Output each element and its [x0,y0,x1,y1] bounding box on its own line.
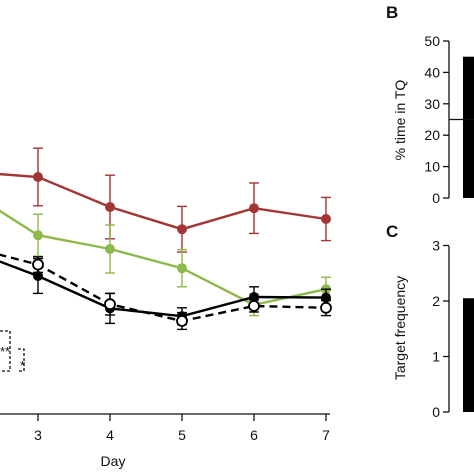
significance-label-single: * [20,358,25,373]
data-point [105,244,115,254]
y-tick-label: 1 [432,349,440,365]
bar-b [463,56,474,199]
y-axis-title-b: % time in TQ [392,80,408,161]
y-tick-label: 0 [432,190,440,206]
y-ticks-c: 0 1 2 3 [432,238,449,420]
x-tick-label: 3 [34,427,42,443]
y-ticks-b: 0 10 20 30 40 50 [424,33,449,206]
data-point [33,271,43,281]
bar-chart-panel-c: C Target frequency 0 1 2 3 [386,222,474,420]
y-tick-label: 10 [424,159,440,175]
x-ticks: 3 4 5 6 7 [34,414,330,443]
data-point [321,214,331,224]
y-tick-label: 20 [424,127,440,143]
series-line-1 [0,209,327,307]
y-tick-label: 40 [424,64,440,80]
series-line-0 [0,172,327,231]
y-tick-label: 50 [424,33,440,49]
y-tick-label: 2 [432,293,440,309]
x-tick-label: 5 [178,427,186,443]
bar-chart-panel-b: B % time in TQ 0 10 20 30 40 50 [386,3,474,206]
bracket-outer [0,330,11,372]
series-group [0,147,332,331]
data-point [104,298,116,311]
line-chart-panel-a: 3 4 5 6 7 Day ** * [0,147,332,469]
data-point [320,301,332,314]
panel-label-c: C [386,222,398,241]
data-point [32,258,44,271]
panel-label-b: B [386,3,398,22]
significance-brackets [0,330,25,372]
y-axis-title-c: Target frequency [392,276,408,380]
y-tick-label: 0 [432,404,440,420]
y-tick-label: 3 [432,238,440,254]
bar-c [463,298,474,412]
series-line-3 [0,253,327,323]
data-point [33,172,43,182]
data-point [177,263,187,274]
data-point [105,202,115,212]
data-point [249,203,259,214]
significance-label-double: ** [0,344,10,359]
x-axis-title: Day [101,453,126,469]
data-point [248,300,260,312]
x-tick-label: 7 [322,427,330,443]
bracket-inner [18,348,25,372]
x-tick-label: 6 [250,427,258,443]
x-tick-label: 4 [106,427,114,443]
data-point [177,224,187,235]
y-tick-label: 30 [424,96,440,112]
data-point [176,315,188,327]
data-point [33,230,43,241]
